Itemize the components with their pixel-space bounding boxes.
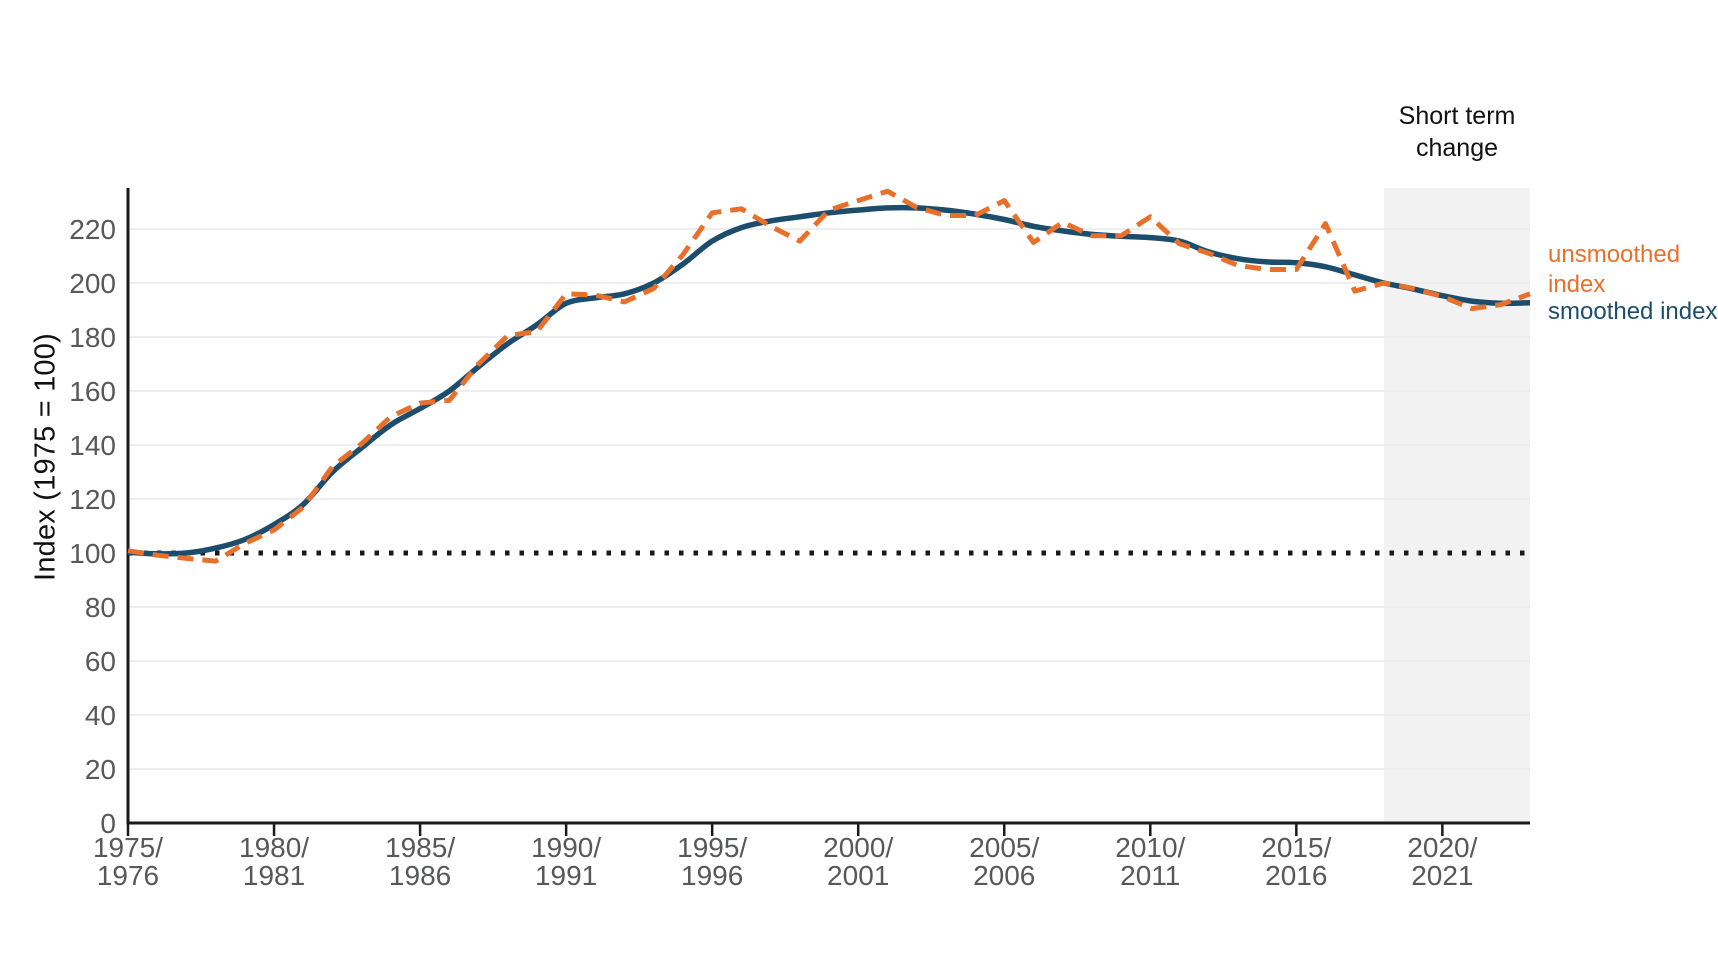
smoothed-index-line xyxy=(127,204,1531,557)
y-tick-label: 140 xyxy=(69,430,116,461)
y-tick-label: 80 xyxy=(85,592,116,623)
shaded-region-label-line2: change xyxy=(1415,134,1499,162)
y-axis-title: Index (1975 = 100) xyxy=(29,333,62,581)
short-term-change-band xyxy=(1383,188,1530,823)
x-tick-label-line1: 2000/ xyxy=(823,832,893,863)
unsmoothed-index-line xyxy=(127,188,1531,564)
y-tick-label: 120 xyxy=(69,484,116,515)
y-tick-label: 160 xyxy=(69,376,116,407)
y-tick-label: 60 xyxy=(85,646,116,677)
y-tick-label: 200 xyxy=(69,268,116,299)
shaded-region-label-line1: Short term xyxy=(1398,102,1516,130)
x-tick-label-line2: 1981 xyxy=(243,860,305,891)
x-tick-label-line1: 2020/ xyxy=(1407,832,1477,863)
x-tick-label-line1: 1995/ xyxy=(677,832,747,863)
x-tick-label-line2: 1976 xyxy=(97,860,159,891)
x-tick-label-line2: 2006 xyxy=(973,860,1035,891)
shaded-region-label: Short term change xyxy=(1399,100,1516,164)
y-tick-label: 40 xyxy=(85,700,116,731)
legend-label-unsmoothed-index: unsmoothed index xyxy=(1548,240,1680,300)
x-tick-label-line1: 1975/ xyxy=(93,832,163,863)
x-tick-label-line2: 2001 xyxy=(827,860,889,891)
y-tick-label: 20 xyxy=(85,754,116,785)
x-tick-label-line2: 1991 xyxy=(535,860,597,891)
y-tick-label: 0 xyxy=(100,808,116,839)
x-tick-label-line1: 2005/ xyxy=(969,832,1039,863)
x-tick-label-line1: 1990/ xyxy=(531,832,601,863)
x-tick-label-line1: 2015/ xyxy=(1261,832,1331,863)
x-tick-label-line1: 2010/ xyxy=(1115,832,1185,863)
y-tick-label: 220 xyxy=(69,214,116,245)
legend-unsmoothed-line2: index xyxy=(1548,271,1606,298)
x-tick-label-line2: 2011 xyxy=(1120,860,1180,891)
legend-label-smoothed-index: smoothed index xyxy=(1548,298,1718,325)
legend-unsmoothed-line1: unsmoothed xyxy=(1548,241,1681,268)
y-tick-label: 180 xyxy=(69,322,116,353)
x-tick-label-line2: 1996 xyxy=(681,860,743,891)
x-tick-label-line1: 1985/ xyxy=(385,832,455,863)
x-tick-label-line1: 1980/ xyxy=(239,832,309,863)
y-tick-label: 100 xyxy=(69,538,116,569)
x-tick-label-line2: 1986 xyxy=(389,860,451,891)
x-tick-label-line2: 2016 xyxy=(1265,860,1327,891)
x-tick-label-line2: 2021 xyxy=(1411,860,1473,891)
